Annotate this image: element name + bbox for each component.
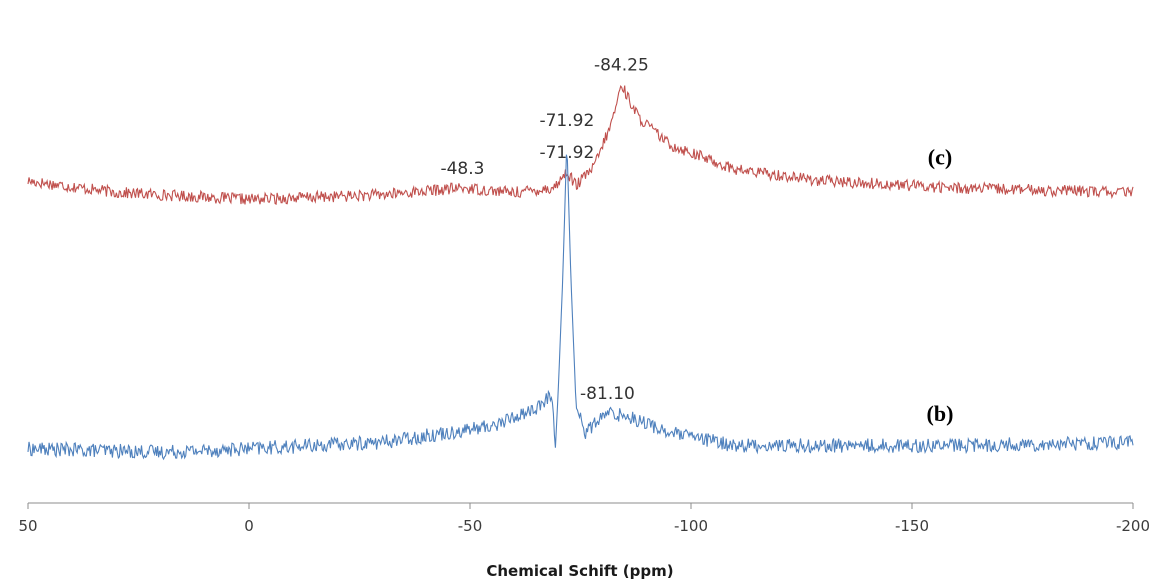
peak-label: -71.92 (539, 111, 594, 131)
x-tick-layer: 50 0 -50 -100 -150 -200 (18, 503, 1150, 535)
series-layer (27, 85, 1134, 461)
x-tick-label: 50 (18, 517, 37, 535)
series-label-b: (b) (927, 401, 954, 426)
spectrum-line-b (27, 154, 1134, 461)
peak-label: -48.3 (440, 159, 484, 179)
x-tick-label: -200 (1116, 517, 1150, 535)
x-tick-label: -100 (674, 517, 708, 535)
spectrum-line-c (27, 85, 1134, 206)
peak-label: -71.92 (539, 143, 594, 163)
series-label-c: (c) (928, 145, 952, 170)
x-tick-label: -150 (895, 517, 929, 535)
x-axis-title: Chemical Schift (ppm) (486, 562, 673, 580)
peak-label: -84.25 (594, 55, 649, 75)
peak-label: -81.10 (580, 384, 635, 404)
panel-label-layer: (c) (b) (927, 145, 954, 426)
peak-label-layer: -48.3 -71.92 -84.25 -71.92 -81.10 (440, 55, 648, 404)
x-tick-label: -50 (458, 517, 483, 535)
x-tick-label: 0 (244, 517, 254, 535)
